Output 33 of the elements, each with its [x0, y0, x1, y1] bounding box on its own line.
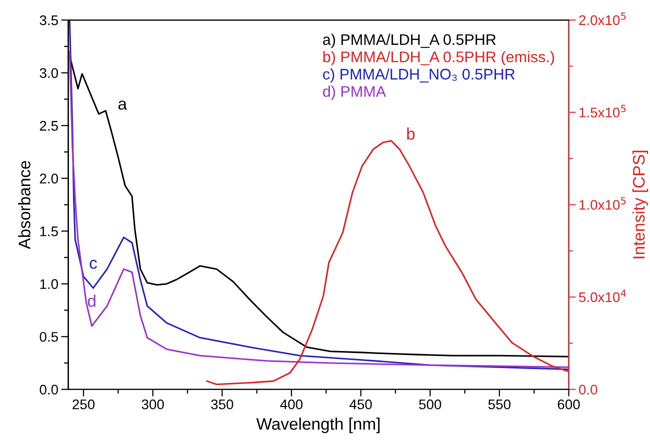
- y-tick-label: 0.5: [40, 332, 58, 342]
- y-axis-title: Absorbance: [18, 160, 30, 250]
- text: b) PMMA/LDH_A 0.5PHR (emiss.): [323, 51, 554, 66]
- x-tick-label: 250: [72, 399, 95, 410]
- x-tick-label: 600: [558, 399, 580, 410]
- y2-tick-label: 1.5x10$^{5}$: [580, 104, 626, 118]
- text: d) PMMA: [323, 86, 386, 100]
- annotation: a: [118, 100, 127, 110]
- y-tick-label: 1.0: [40, 279, 58, 290]
- y-tick-label: 2.0: [40, 174, 58, 184]
- y-tick-label: 0.0: [40, 384, 58, 395]
- x-tick-label: 300: [142, 399, 164, 410]
- text: c) PMMA/LDH_NO₃ 0.5PHR: [323, 68, 515, 83]
- annotation: d: [88, 294, 96, 307]
- x-tick-label: 400: [280, 399, 303, 410]
- y2-tick-label: 2.0x10$^{5}$: [579, 12, 626, 26]
- line-series: [206, 140, 568, 386]
- x-tick-label: 350: [211, 399, 234, 410]
- y-tick-label: 1.5: [40, 226, 58, 236]
- x-tick-label: 550: [488, 399, 510, 410]
- y2-tick-label: 0.0: [579, 384, 598, 395]
- y2-axis-title: Intensity [CPS]: [632, 150, 648, 258]
- y-tick-label: 3.5: [40, 15, 58, 26]
- x-axis-title: Wavelength [nm]: [256, 418, 380, 434]
- annotation: c: [90, 260, 97, 269]
- x-tick-label: 450: [350, 399, 372, 410]
- x-tick-label: 500: [419, 399, 442, 410]
- y2-tick-label: 5.0x10$^{4}$: [579, 290, 626, 302]
- y-tick-label: 2.5: [40, 120, 58, 131]
- y-tick-label: 3.0: [40, 68, 58, 78]
- annotation: b: [407, 127, 415, 140]
- text: a) PMMA/LDH_A 0.5PHR: [323, 34, 496, 48]
- y2-tick-label: 1.0x10$^{5}$: [580, 197, 626, 210]
